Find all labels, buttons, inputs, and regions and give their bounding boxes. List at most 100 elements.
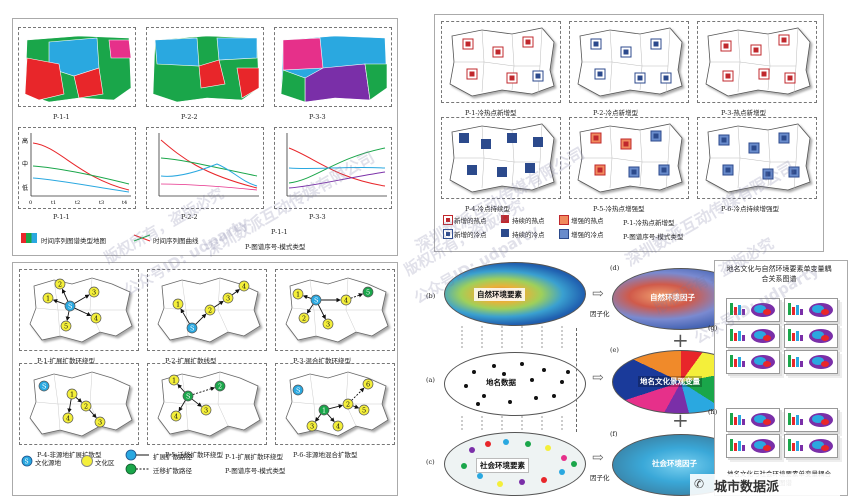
svg-text:2: 2: [84, 402, 88, 410]
curve-frame-1: 高 中 低 0 t1 t2 t3 t4: [18, 127, 136, 209]
spot-marker-3-6: [784, 72, 796, 84]
arrow-e: ⇨: [592, 370, 604, 386]
diffusion-node-5-2: 1: [168, 374, 180, 386]
diffusion-map-label-6: P-6-非源地混合扩散型: [293, 451, 358, 459]
diffusion-path-2-2: [195, 313, 207, 325]
legend-hot-persist: 持续的热点: [512, 217, 545, 225]
ellipse-placenames: [444, 352, 586, 416]
type-map-3: [280, 35, 388, 103]
hotspot-map-5: [577, 123, 683, 193]
diffusion-map-frame-4: S 1 2 3 4: [19, 363, 139, 445]
diffusion-node-4-4: 3: [94, 416, 106, 428]
spot-marker-3-2: [750, 44, 762, 56]
legend-c-code: P-1-扩展扩散环绕型: [225, 453, 284, 461]
diffusion-node-6-6: 4: [332, 420, 344, 432]
plus-1: +: [672, 328, 689, 352]
letter-f: (f): [610, 430, 618, 438]
diffusion-path-6-2: [351, 387, 365, 401]
diffusion-path-4-2: [88, 409, 97, 419]
legend-b-code: P-1-冷热点新增型: [623, 219, 675, 227]
legend-cold-persist-swatch: [501, 229, 509, 237]
diffusion-map-5: S 1 2 3 4: [157, 371, 261, 437]
curve-label-2: P-2-2: [181, 213, 198, 221]
svg-text:2: 2: [58, 280, 62, 288]
diffusion-path-2-1: [180, 308, 190, 324]
placename-points: [464, 362, 570, 406]
hotspot-map-label-2: P-2-冷点新增型: [593, 109, 639, 117]
x-tick-4: t4: [122, 200, 127, 206]
coupling-card-9: [726, 434, 780, 458]
panel-a-time-series: P-1-1 P-2-2 P-3-3 高 中 低: [12, 18, 398, 256]
hotspot-map-frame-5: [569, 117, 689, 199]
spot-marker-6-6: [788, 166, 800, 178]
brand-badge: ✆ 城市数据派: [690, 474, 840, 496]
legend-map-text: 时间序列图谱类型地图: [41, 237, 106, 245]
diffusion-path-1-5: [65, 310, 71, 321]
legend-source-s: S: [25, 459, 29, 466]
svg-text:4: 4: [174, 412, 178, 420]
y-tick-low: 低: [22, 184, 28, 192]
diffusion-path-5-1: [177, 383, 186, 393]
diffusion-node-2-1: S: [186, 322, 198, 334]
diffusion-node-1-1: S: [64, 300, 76, 312]
map-label-2: P-2-2: [181, 113, 198, 121]
diffusion-node-6-2: 1: [318, 404, 330, 416]
legend-hot-strong: 增强的热点: [571, 217, 604, 225]
spot-marker-1-6: [532, 70, 544, 82]
diffusion-map-1: S 12 3 4 5: [29, 277, 133, 343]
legend-area-swatch: [81, 455, 93, 467]
svg-text:1: 1: [176, 300, 180, 308]
diffusion-path-6-3: [352, 404, 360, 409]
diffusion-node-5-5: 4: [170, 410, 182, 422]
legend-hot-new: 新增的热点: [454, 217, 487, 225]
letter-h: (h): [708, 408, 718, 416]
diffusion-map-2: S 1 2 3 4: [157, 277, 261, 343]
coupling-box: [714, 260, 848, 496]
legend-desc: P-图谱序号-模式类型: [245, 243, 306, 251]
spot-marker-5-4: [594, 164, 606, 176]
legend-source-text: 文化源地: [35, 459, 61, 467]
svg-text:4: 4: [242, 282, 246, 290]
spot-marker-5-5: [628, 166, 640, 178]
legend-map-swatch: [21, 233, 37, 243]
svg-text:5: 5: [362, 406, 366, 414]
letter-e: (e): [610, 346, 619, 354]
svg-text:S: S: [190, 324, 194, 332]
svg-text:S: S: [314, 296, 318, 304]
svg-text:1: 1: [322, 406, 326, 414]
legend-cold-new-swatch: [443, 229, 453, 239]
svg-text:2: 2: [218, 382, 222, 390]
hotspot-map-4: [449, 123, 555, 193]
map-frame-1: [18, 27, 136, 107]
svg-text:5: 5: [64, 322, 68, 330]
legend-b-desc: P-图谱序号-模式类型: [623, 233, 684, 241]
diffusion-node-3-4: 3: [322, 318, 334, 330]
hotspot-map-label-5: P-5-冷热点增强型: [593, 205, 645, 213]
coupling-card-5: [726, 350, 780, 374]
culture-variable-label: 地名文化景观变量: [638, 376, 702, 387]
hotspot-map-frame-6: [697, 117, 817, 199]
flow-arrows-left-2: [461, 416, 563, 430]
social-factor-label: 社会环境因子: [652, 459, 697, 468]
spot-marker-2-1: [590, 38, 602, 50]
legend-cold-new: 新增的冷点: [454, 231, 487, 239]
svg-text:S: S: [186, 392, 190, 400]
spot-marker-4-7: [525, 163, 535, 173]
legend-hot-persist-swatch: [501, 215, 509, 223]
natural-factor-label: 自然环境因子: [650, 293, 695, 302]
hotspot-map-6: [705, 123, 811, 193]
diffusion-node-1-6: 5: [60, 320, 72, 332]
svg-text:S: S: [296, 386, 300, 394]
diffusion-node-2-5: 4: [238, 280, 250, 292]
diffusion-path-1-4: [74, 307, 92, 317]
spot-marker-5-3: [650, 130, 662, 142]
hotspot-map-label-6: P-6-冷点持续增强型: [721, 205, 780, 213]
spot-marker-5-2: [620, 138, 632, 150]
diffusion-node-6-3: 2: [342, 398, 354, 410]
panel-d-coupling: (b) (a) (c) 自然环境要素 地名数据 社会环境要素 ⇨ 因子化 ⇨ ⇨…: [424, 258, 852, 498]
diffusion-node-1-2: 1: [42, 292, 54, 304]
spot-marker-2-2: [620, 46, 632, 58]
x-tick-3: t3: [99, 200, 104, 206]
diffusion-path-5-3: [191, 398, 202, 407]
diffusion-path-3-1: [302, 294, 312, 300]
